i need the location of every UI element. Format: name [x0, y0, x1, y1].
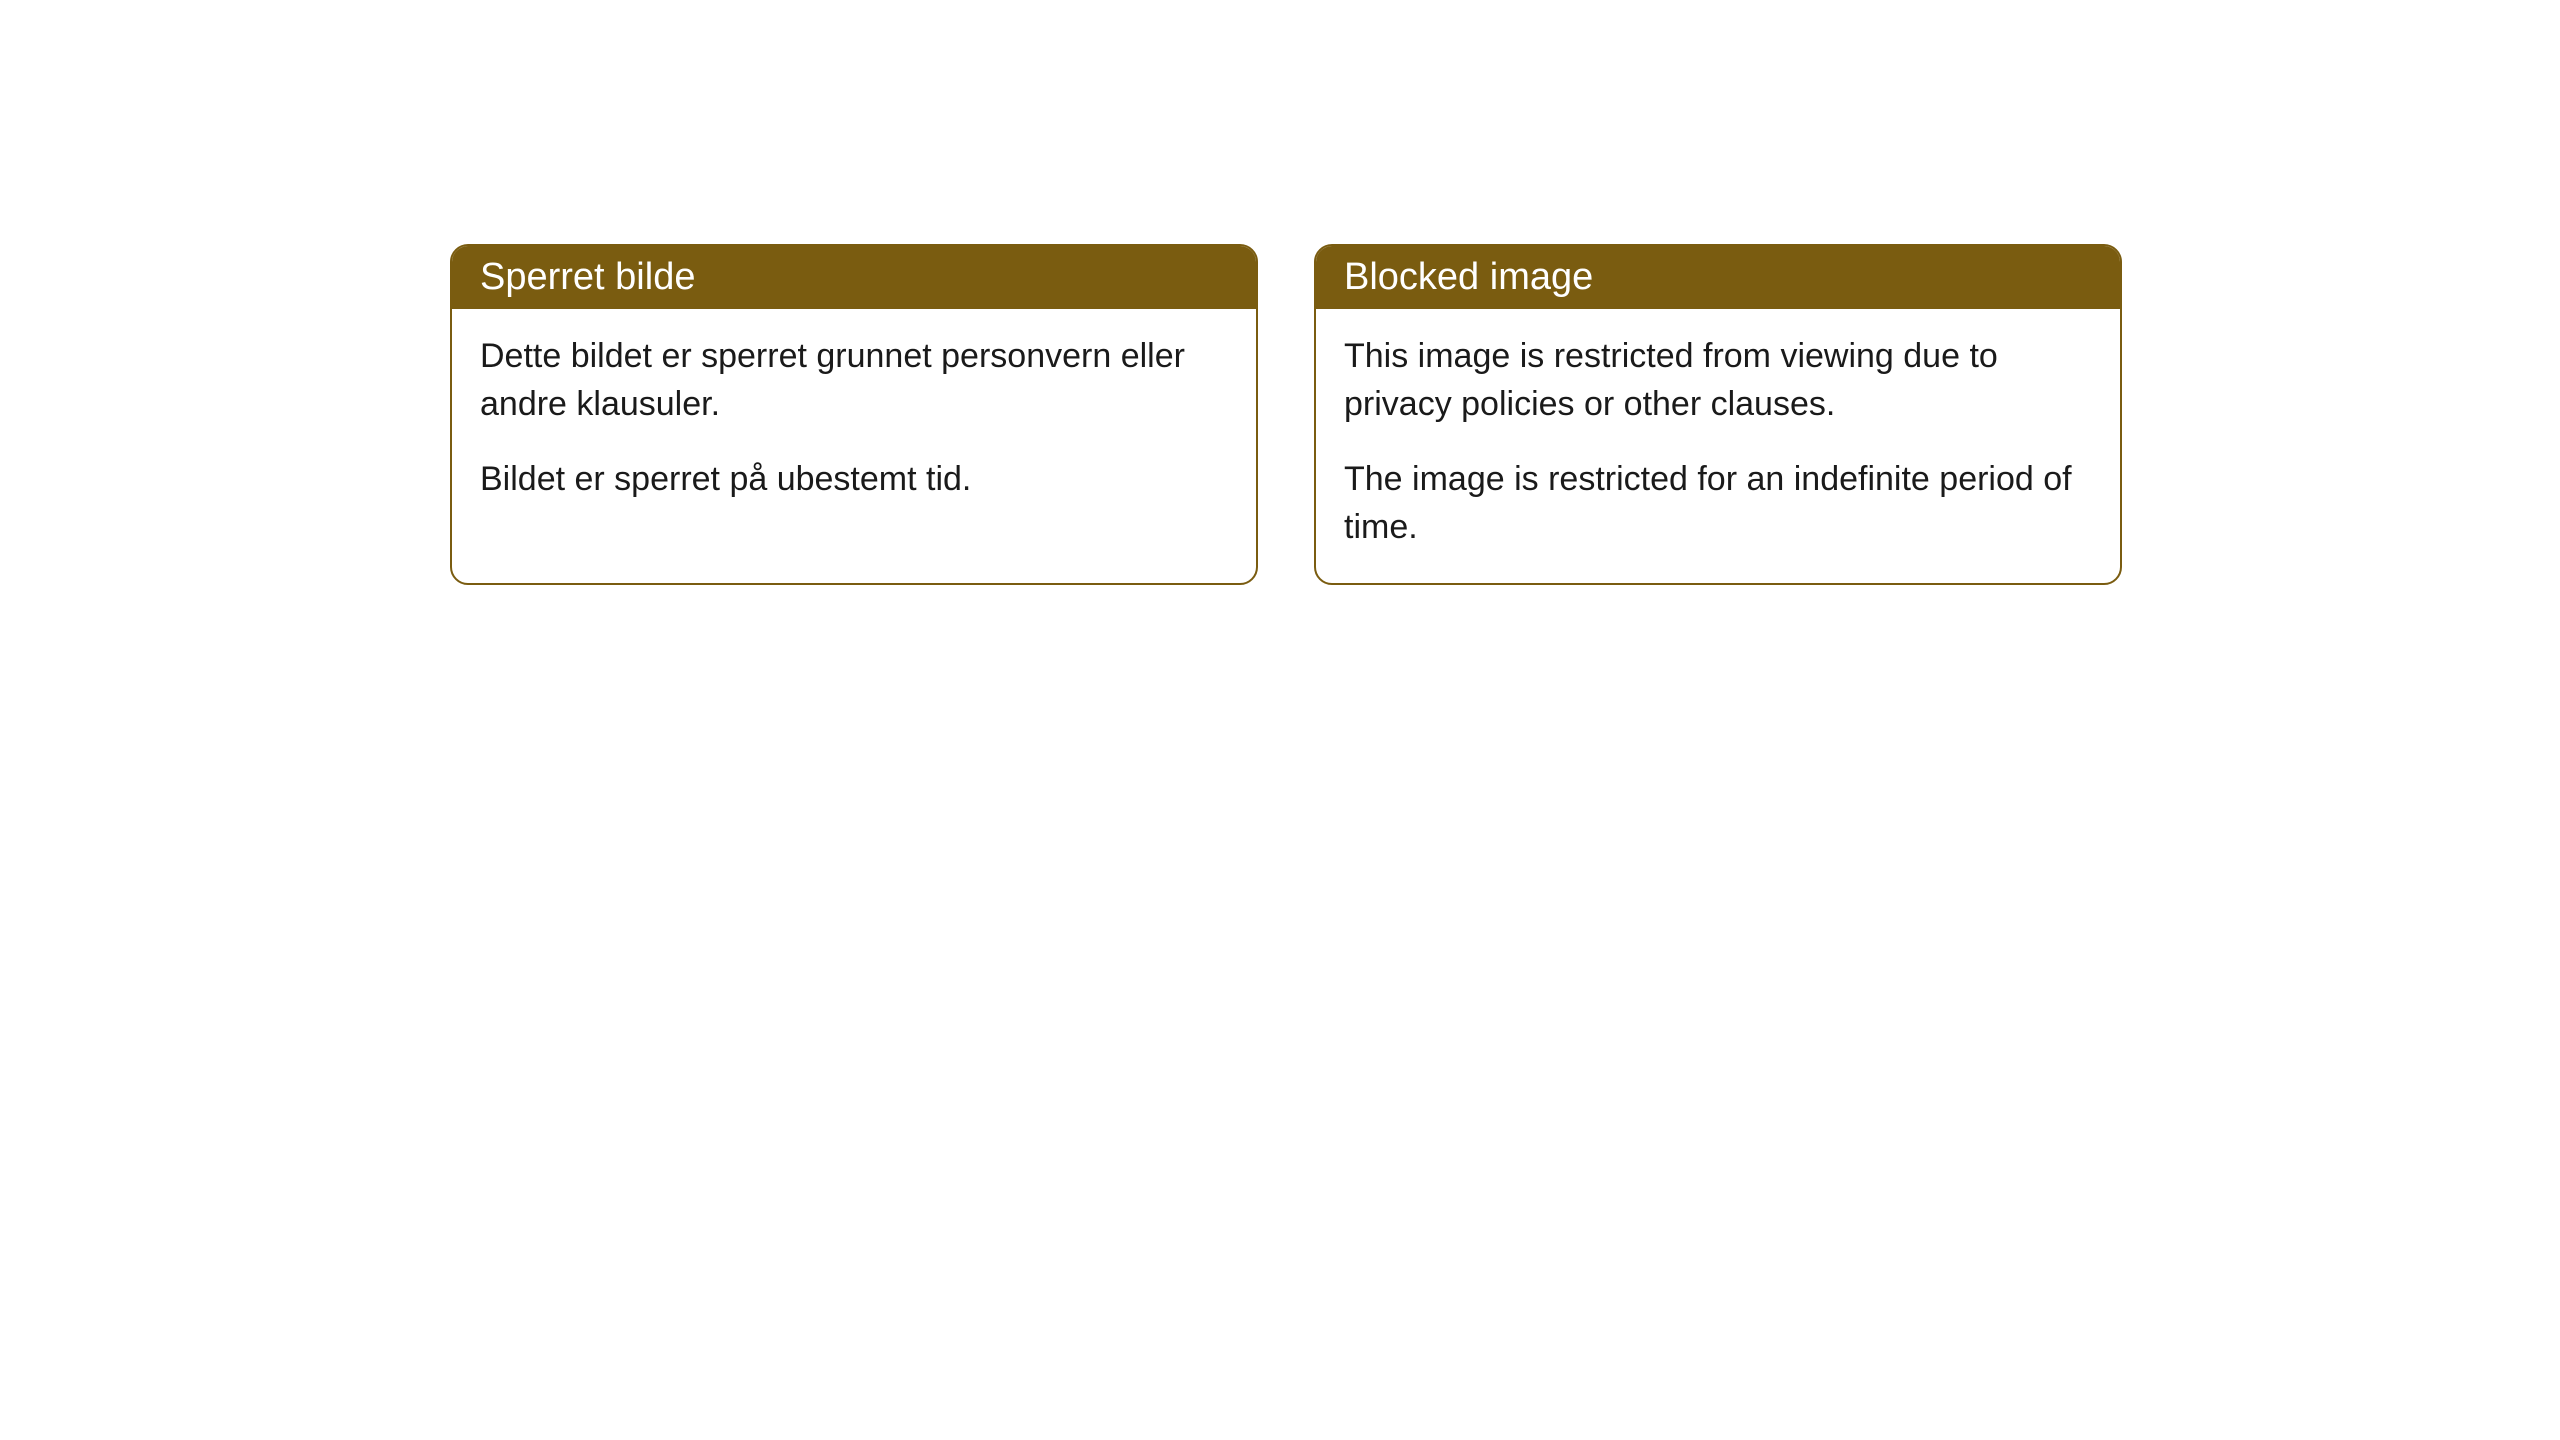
card-header: Sperret bilde — [452, 246, 1256, 309]
notice-card-norwegian: Sperret bilde Dette bildet er sperret gr… — [450, 244, 1258, 585]
notice-cards-container: Sperret bilde Dette bildet er sperret gr… — [450, 244, 2122, 585]
card-body: Dette bildet er sperret grunnet personve… — [452, 309, 1256, 536]
card-paragraph: This image is restricted from viewing du… — [1344, 333, 2092, 428]
card-paragraph: Dette bildet er sperret grunnet personve… — [480, 333, 1228, 428]
card-paragraph: The image is restricted for an indefinit… — [1344, 456, 2092, 551]
card-title: Sperret bilde — [480, 256, 695, 298]
notice-card-english: Blocked image This image is restricted f… — [1314, 244, 2122, 585]
card-title: Blocked image — [1344, 256, 1593, 298]
card-paragraph: Bildet er sperret på ubestemt tid. — [480, 456, 1228, 504]
card-body: This image is restricted from viewing du… — [1316, 309, 2120, 583]
card-header: Blocked image — [1316, 246, 2120, 309]
